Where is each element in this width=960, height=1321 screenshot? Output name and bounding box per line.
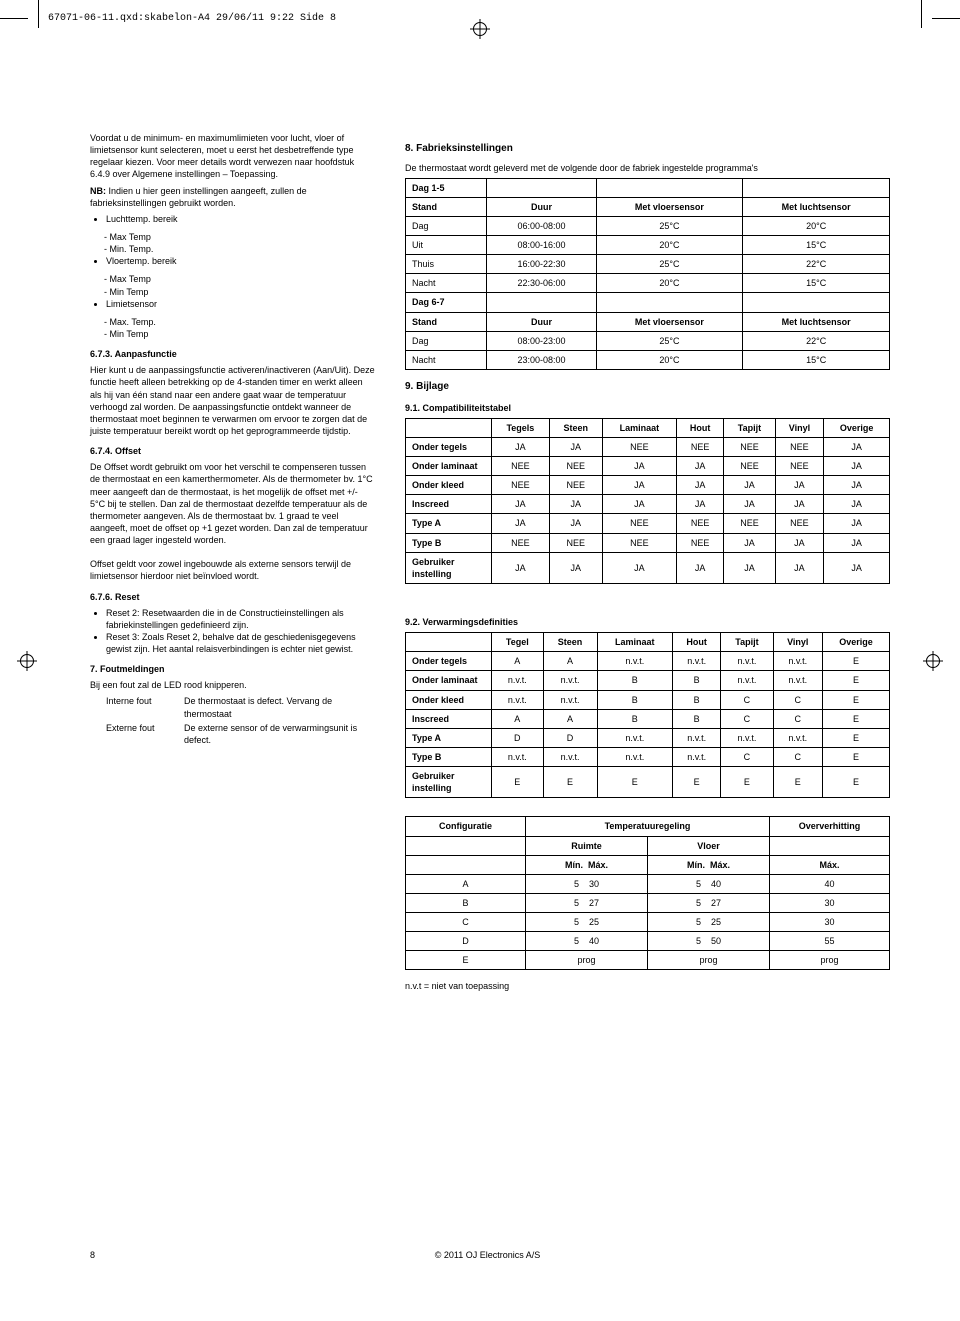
range-list: Luchttemp. bereik bbox=[106, 213, 375, 225]
heading-7: 7. Foutmeldingen bbox=[90, 663, 375, 675]
heading-676: 6.7.6. Reset bbox=[90, 591, 375, 603]
heading-673: 6.7.3. Aanpasfunctie bbox=[90, 348, 375, 360]
heading-8: 8. Fabrieksinstellingen bbox=[405, 142, 890, 156]
page-footer: 8 © 2011 OJ Electronics A/S bbox=[90, 1249, 890, 1261]
right-column: 8. Fabrieksinstellingen De thermostaat w… bbox=[405, 132, 890, 1271]
print-header: 67071-06-11.qxd:skabelon-A4 29/06/11 9:2… bbox=[48, 12, 336, 26]
heading-92: 9.2. Verwarmingsdefinities bbox=[405, 616, 890, 628]
p-674b: Offset geldt voor zowel ingebouwde als e… bbox=[90, 558, 375, 582]
fault-grid: Interne foutDe thermostaat is defect. Ve… bbox=[106, 695, 375, 746]
reset-list: Reset 2: Resetwaarden die in de Construc… bbox=[106, 607, 375, 656]
registration-mark-right bbox=[926, 654, 940, 668]
nb-paragraph: NB: Indien u hier geen instellingen aang… bbox=[90, 185, 375, 209]
p-8: De thermostaat wordt geleverd met de vol… bbox=[405, 162, 890, 174]
page-content: Voordat u de minimum- en maximumlimieten… bbox=[90, 132, 890, 1271]
left-column: Voordat u de minimum- en maximumlimieten… bbox=[90, 132, 375, 1271]
config-table: Configuratie Temperatuuregeling Oververh… bbox=[405, 816, 890, 970]
heading-91: 9.1. Compatibiliteitstabel bbox=[405, 402, 890, 414]
intro-paragraph: Voordat u de minimum- en maximumlimieten… bbox=[90, 132, 375, 181]
p-674: De Offset wordt gebruikt om voor het ver… bbox=[90, 461, 375, 546]
p-673: Hier kunt u de aanpassingsfunctie active… bbox=[90, 364, 375, 437]
compatibility-table: TegelsSteenLaminaatHoutTapijtVinylOverig… bbox=[405, 418, 890, 584]
copyright: © 2011 OJ Electronics A/S bbox=[435, 1249, 541, 1261]
factory-settings-table: Dag 1-5 Stand Duur Met vloersensor Met l… bbox=[405, 178, 890, 370]
page-number: 8 bbox=[90, 1249, 95, 1261]
p-7: Bij een fout zal de LED rood knipperen. bbox=[90, 679, 375, 691]
heading-9: 9. Bijlage bbox=[405, 380, 890, 394]
registration-mark-left bbox=[20, 654, 34, 668]
heading-674: 6.7.4. Offset bbox=[90, 445, 375, 457]
heating-def-table: TegelSteenLaminaatHoutTapijtVinylOverige… bbox=[405, 632, 890, 798]
nvt-note: n.v.t = niet van toepassing bbox=[405, 980, 890, 992]
